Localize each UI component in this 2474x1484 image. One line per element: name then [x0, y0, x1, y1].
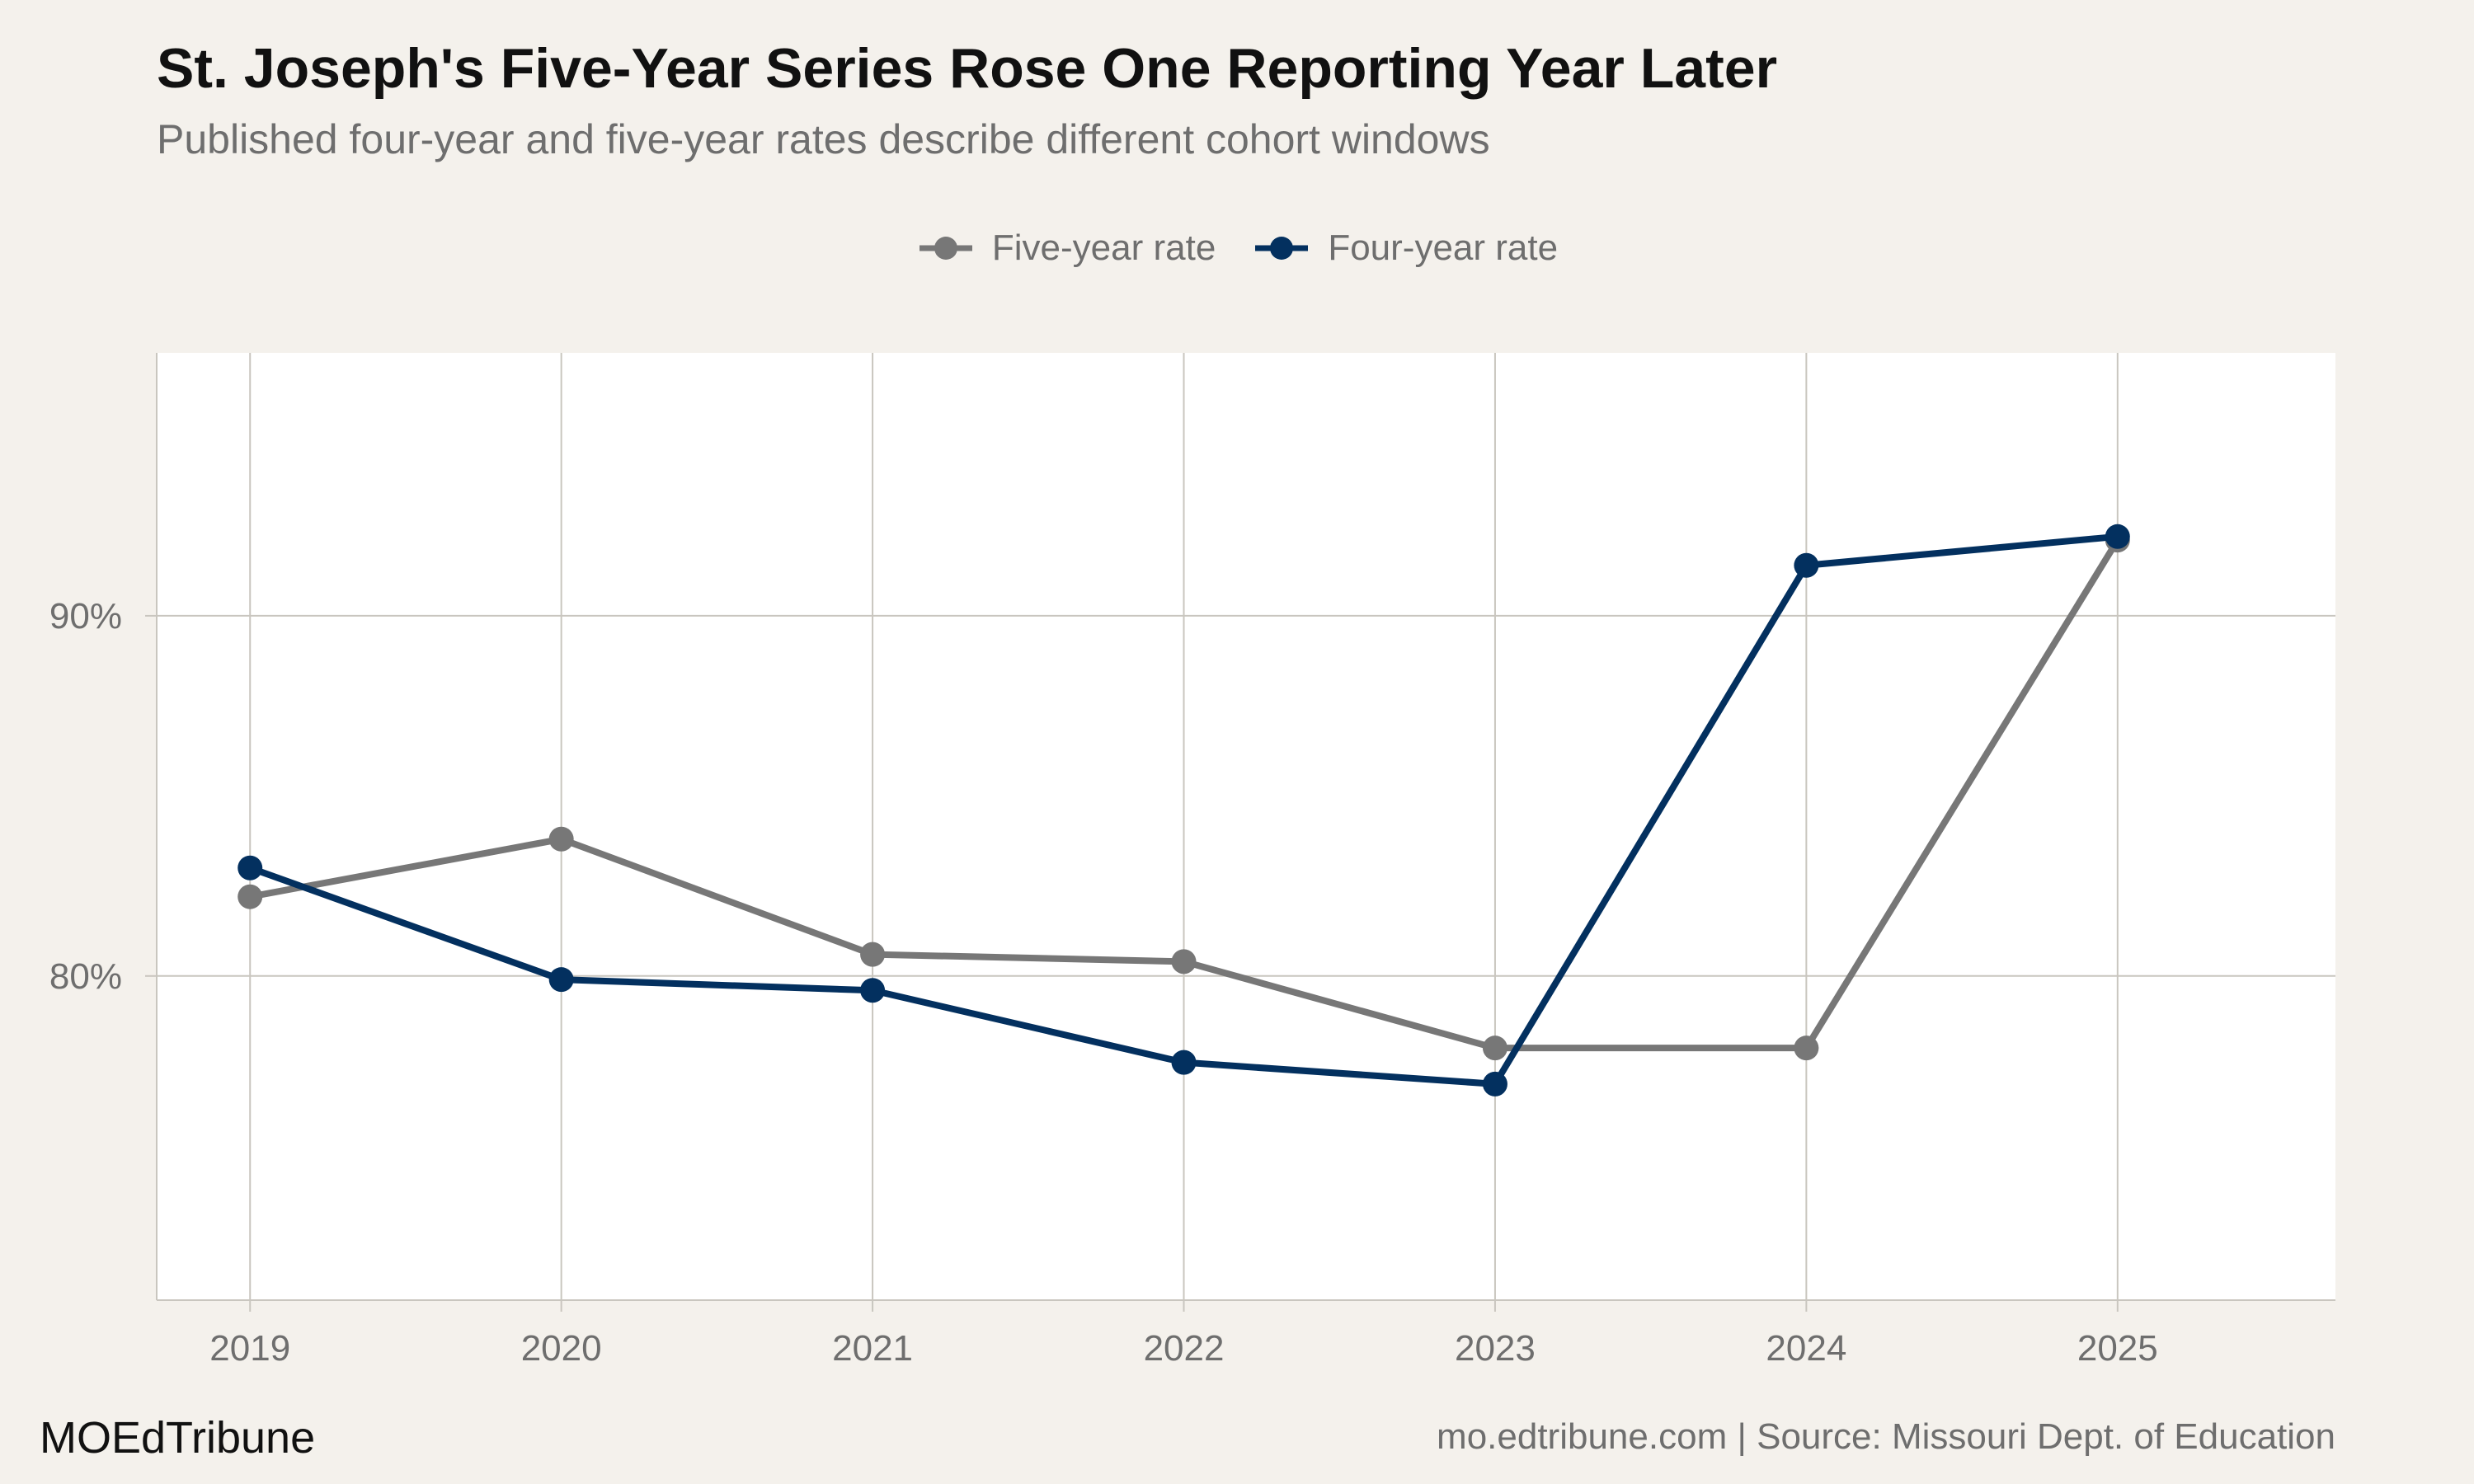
- legend: Five-year rate Four-year rate: [0, 228, 2474, 269]
- data-point-five-year-rate-2021: [860, 942, 886, 967]
- legend-label-five-year: Five-year rate: [991, 228, 1216, 268]
- tick-labels: 2019 2020 2021 2022 2023 2024 2025 80% 90%: [49, 596, 2158, 1369]
- data-point-five-year-rate-2020: [548, 826, 574, 852]
- legend-label-four-year: Four-year rate: [1328, 228, 1559, 268]
- x-tick-label-2025: 2025: [2077, 1328, 2158, 1369]
- x-tick-label-2021: 2021: [832, 1328, 913, 1369]
- axes: [145, 353, 2335, 1312]
- data-point-five-year-rate-2024: [1794, 1036, 1819, 1061]
- legend-key-four-year: [1255, 237, 1309, 260]
- data-point-four-year-rate-2025: [2105, 524, 2130, 549]
- data-point-four-year-rate-2022: [1171, 1050, 1197, 1075]
- data-point-four-year-rate-2024: [1794, 552, 1819, 578]
- y-tick-label-90: 90%: [49, 596, 122, 636]
- legend-key-dot-four-year: [1270, 237, 1294, 260]
- legend-item-four-year: Four-year rate: [1252, 228, 1558, 269]
- source-credit: mo.edtribune.com | Source: Missouri Dept…: [1437, 1416, 2335, 1457]
- data-point-five-year-rate-2022: [1171, 949, 1197, 974]
- x-tick-label-2020: 2020: [521, 1328, 602, 1369]
- data-point-four-year-rate-2023: [1482, 1071, 1507, 1097]
- brand-name: MOEdTribune: [40, 1413, 316, 1463]
- data-point-five-year-rate-2023: [1482, 1036, 1507, 1061]
- legend-key-five-year: [919, 237, 972, 260]
- x-tick-label-2023: 2023: [1455, 1328, 1536, 1369]
- data-point-four-year-rate-2021: [860, 978, 886, 1003]
- data-point-four-year-rate-2020: [548, 967, 574, 993]
- y-tick-label-80: 80%: [49, 956, 122, 997]
- chart-title: St. Joseph's Five-Year Series Rose One R…: [157, 37, 1778, 100]
- legend-key-dot-five-year: [934, 237, 957, 260]
- x-tick-label-2022: 2022: [1144, 1328, 1225, 1369]
- x-tick-label-2019: 2019: [209, 1328, 290, 1369]
- x-tick-label-2024: 2024: [1766, 1328, 1846, 1369]
- chart-subtitle: Published four-year and five-year rates …: [157, 116, 1490, 162]
- legend-item-five-year: Five-year rate: [916, 228, 1216, 269]
- data-point-five-year-rate-2019: [238, 884, 263, 909]
- data-point-four-year-rate-2019: [238, 855, 263, 881]
- plot-background: [157, 353, 2335, 1300]
- data-series: [238, 524, 2130, 1097]
